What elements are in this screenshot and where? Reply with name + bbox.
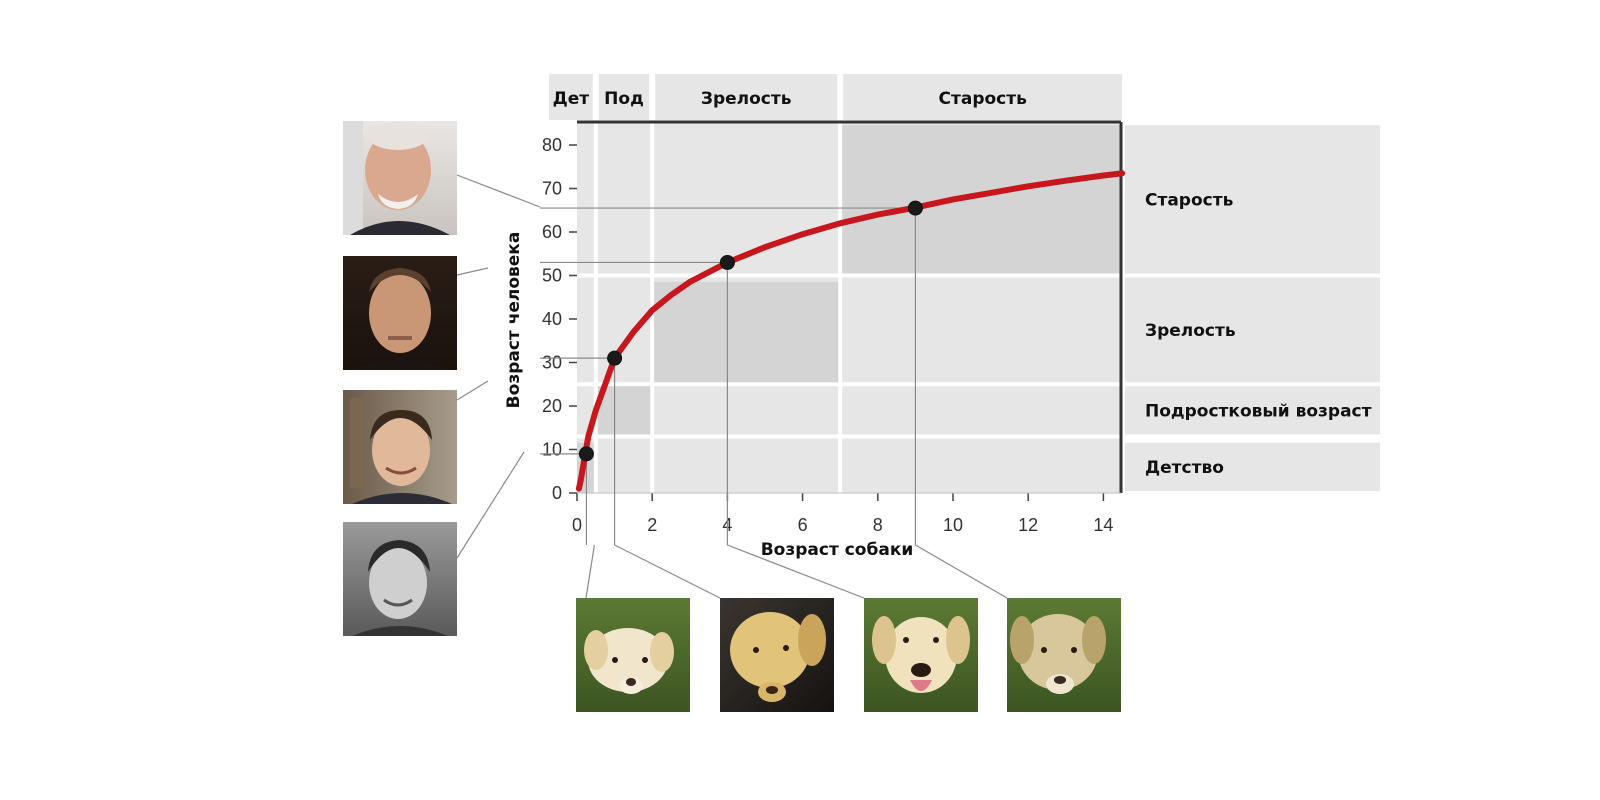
stage-zone-2 <box>654 281 839 383</box>
curve-point-1 <box>607 350 623 366</box>
human-connector-3 <box>456 451 525 559</box>
dog-stage-band-1 <box>598 74 650 120</box>
photo-human-adult <box>343 256 457 370</box>
dog-connector-3 <box>915 544 1008 599</box>
human-connector-1 <box>456 267 489 276</box>
y-tick-label-2: 20 <box>542 396 562 416</box>
human-stage-band-1 <box>1125 277 1380 383</box>
dog-stage-divider-2 <box>838 122 843 493</box>
photo-dog-adult <box>864 598 978 712</box>
dog-stage-label-2: Зрелость <box>701 89 792 109</box>
dog-stage-label-0: Дет <box>553 89 590 109</box>
human-connector-0 <box>456 174 541 208</box>
guide-lines <box>540 207 917 545</box>
dog-stage-band-3 <box>843 74 1123 120</box>
curve-point-3 <box>907 200 923 216</box>
human-stage-bands: Старость Зрелость Подростковый возраст Детс… <box>577 125 1380 491</box>
y-tick-label-0: 0 <box>552 483 562 503</box>
dog-connector-1 <box>614 544 721 599</box>
x-tick-label-5: 10 <box>943 515 963 535</box>
x-axis-ticks: 0 2 4 6 8 10 12 14 <box>572 492 1121 535</box>
y-tick-label-4: 40 <box>542 309 562 329</box>
dog-stage-label-1: Под <box>604 89 644 109</box>
human-stage-divider-2 <box>577 434 1121 439</box>
y-tick-label-8: 80 <box>542 135 562 155</box>
stage-zone-1 <box>597 386 651 435</box>
human-stage-label-3: Детство <box>1145 458 1224 478</box>
stage-zones <box>577 125 1121 493</box>
human-stage-label-0: Старость <box>1145 190 1233 210</box>
photo-dog-young <box>720 598 834 712</box>
photo-dog-old <box>1007 598 1121 712</box>
photo-human-child <box>343 522 457 636</box>
dog-stage-band-0 <box>549 74 593 120</box>
x-tick-label-1: 2 <box>647 515 657 535</box>
x-tick-label-0: 0 <box>572 515 582 535</box>
human-stage-band-3 <box>1125 442 1380 491</box>
photo-human-teen <box>343 390 457 504</box>
stage-zone-3 <box>842 125 1121 274</box>
human-stage-label-2: Подростковый возраст <box>1145 401 1372 421</box>
dog-stage-label-3: Старость <box>939 89 1027 109</box>
dog-connector-2 <box>727 544 865 599</box>
y-tick-label-1: 10 <box>542 440 562 460</box>
photo-dog-puppy <box>576 598 690 712</box>
human-stage-band-0 <box>1125 125 1380 274</box>
x-tick-label-3: 6 <box>798 515 808 535</box>
human-connector-2 <box>456 380 489 401</box>
human-stage-band-2 <box>1125 386 1380 435</box>
photo-human-elderly <box>343 121 457 235</box>
x-tick-label-4: 8 <box>873 515 883 535</box>
y-tick-label-7: 70 <box>542 179 562 199</box>
dog-stage-divider-0 <box>593 122 598 493</box>
human-stage-label-1: Зрелость <box>1145 321 1236 341</box>
x-tick-label-6: 12 <box>1018 515 1038 535</box>
x-axis-title: Возраст собаки <box>761 540 914 560</box>
y-axis-title: Возраст человека <box>504 232 524 409</box>
human-stage-divider-1 <box>577 382 1121 387</box>
curve-points <box>578 200 923 462</box>
dog-stage-band-2 <box>655 74 838 120</box>
y-tick-label-5: 50 <box>542 266 562 286</box>
photo-connectors <box>456 174 1008 599</box>
dog-connector-0 <box>585 544 595 599</box>
curve-point-0 <box>578 446 594 462</box>
dog-stage-bands: Дет Под Зрелость Старость <box>549 74 1123 493</box>
y-axis-ticks: 0 10 20 30 40 50 60 70 80 <box>542 135 577 503</box>
y-tick-label-6: 60 <box>542 222 562 242</box>
curve-point-2 <box>719 254 735 270</box>
x-tick-label-7: 14 <box>1093 515 1113 535</box>
human-stage-divider-0 <box>577 273 1121 278</box>
y-tick-label-3: 30 <box>542 353 562 373</box>
plot-frame <box>577 120 1123 493</box>
